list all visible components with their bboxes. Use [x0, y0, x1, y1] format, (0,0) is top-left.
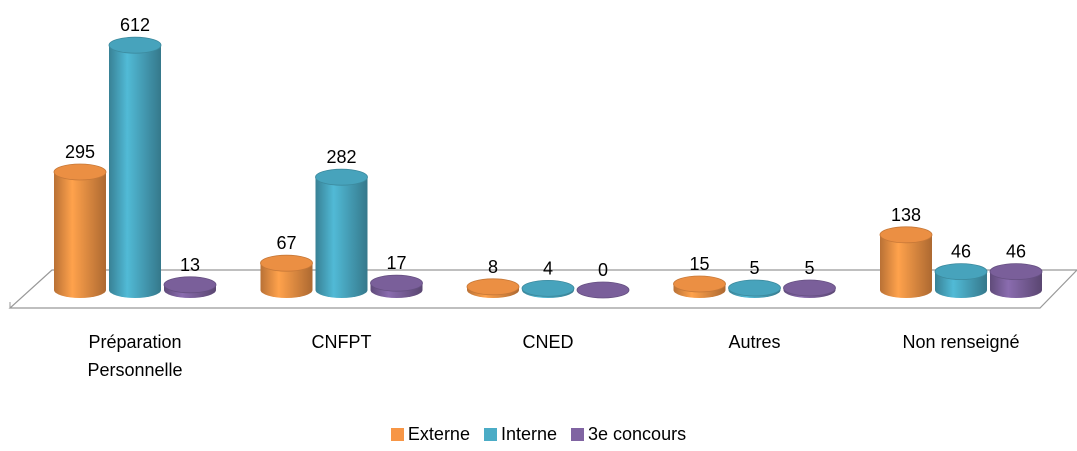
data-label: 46	[951, 242, 971, 262]
data-label: 46	[1006, 242, 1026, 262]
data-label: 295	[65, 142, 95, 162]
cylinder-top	[53, 163, 107, 181]
x-tick-label: Autres	[728, 332, 781, 352]
data-label: 4	[543, 258, 553, 278]
cylinder-top	[370, 274, 423, 292]
cylinder	[989, 263, 1043, 298]
data-label: 17	[386, 253, 406, 273]
legend-item: 3e concours	[571, 424, 686, 445]
cylinder	[315, 168, 368, 298]
data-label: 13	[180, 255, 200, 275]
data-label: 67	[276, 233, 296, 253]
cylinder-top	[163, 276, 217, 294]
legend-label: 3e concours	[588, 424, 687, 444]
legend: Externe Interne 3e concours	[0, 424, 1077, 445]
cylinder-body	[315, 177, 368, 298]
legend-label: Externe	[407, 424, 470, 444]
legend-label: Interne	[500, 424, 558, 444]
data-label: 612	[120, 15, 150, 35]
cylinder	[728, 279, 781, 298]
cylinder	[879, 226, 933, 298]
legend-item: Externe	[390, 424, 470, 445]
cylinder	[466, 278, 520, 298]
x-tick-label: Non renseigné	[902, 332, 1020, 352]
cylinder	[163, 276, 217, 298]
data-label: 5	[804, 258, 814, 278]
cylinder	[370, 274, 423, 298]
cylinder-top	[466, 278, 520, 296]
x-tick-label: CNED	[522, 332, 574, 352]
data-label: 15	[689, 254, 709, 274]
legend-swatch	[571, 428, 585, 441]
cylinder-top	[521, 279, 575, 297]
cylinder-top	[728, 279, 781, 297]
x-tick-label: Préparation Personnelle	[87, 332, 183, 380]
cylinder-body	[880, 234, 932, 298]
data-label: 8	[488, 257, 498, 277]
cylinder-body	[54, 172, 106, 298]
legend-item: Interne	[483, 424, 558, 445]
cylinder-body	[109, 45, 161, 299]
cylinder	[673, 275, 726, 298]
cylinder-top	[576, 281, 630, 299]
cylinder	[783, 279, 836, 298]
cylinder	[521, 279, 575, 298]
data-label: 282	[326, 147, 356, 167]
cylinder	[260, 254, 313, 298]
cylinder-top	[108, 36, 162, 54]
legend-swatch	[483, 428, 497, 441]
cylinder-top	[673, 275, 726, 293]
cylinder-top	[934, 263, 988, 281]
cylinder-body	[260, 263, 313, 298]
data-label: 138	[891, 205, 921, 225]
cylinder-top	[315, 168, 368, 186]
cylinder	[934, 263, 988, 298]
cylinder	[576, 281, 630, 299]
cylinder	[53, 163, 107, 298]
data-label: 0	[598, 260, 608, 280]
cylinder	[108, 36, 162, 299]
cylinder-top	[989, 263, 1043, 281]
cylinder-top	[783, 279, 836, 297]
cylinder-top	[260, 254, 313, 272]
x-tick-label: CNFPT	[311, 332, 372, 352]
legend-swatch	[390, 428, 404, 441]
cylinder-top	[879, 226, 933, 244]
data-label: 5	[749, 258, 759, 278]
